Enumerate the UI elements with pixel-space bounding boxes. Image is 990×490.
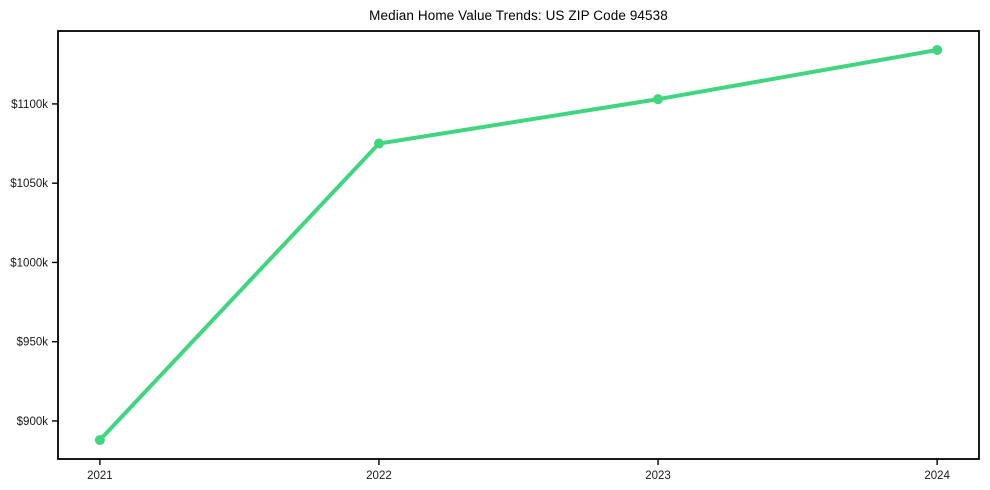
y-tick-label: $900k [17, 416, 49, 428]
y-tick-label: $1000k [10, 257, 48, 269]
plot-frame [57, 30, 980, 460]
x-tick-label: 2023 [645, 470, 671, 482]
data-point-2024 [932, 45, 943, 56]
chart-title: Median Home Value Trends: US ZIP Code 94… [369, 8, 668, 23]
data-point-2023 [653, 94, 664, 105]
y-tick-label: $950k [17, 337, 49, 349]
trend-line [97, 48, 940, 442]
x-tick-label: 2024 [924, 470, 950, 482]
data-point-2022 [373, 138, 384, 149]
x-tick-label: 2022 [366, 470, 392, 482]
data-point-2021 [94, 434, 105, 445]
y-tick-label: $1100k [11, 99, 48, 111]
x-tick-label: 2021 [87, 470, 113, 482]
y-tick-label: $1050k [10, 178, 48, 190]
